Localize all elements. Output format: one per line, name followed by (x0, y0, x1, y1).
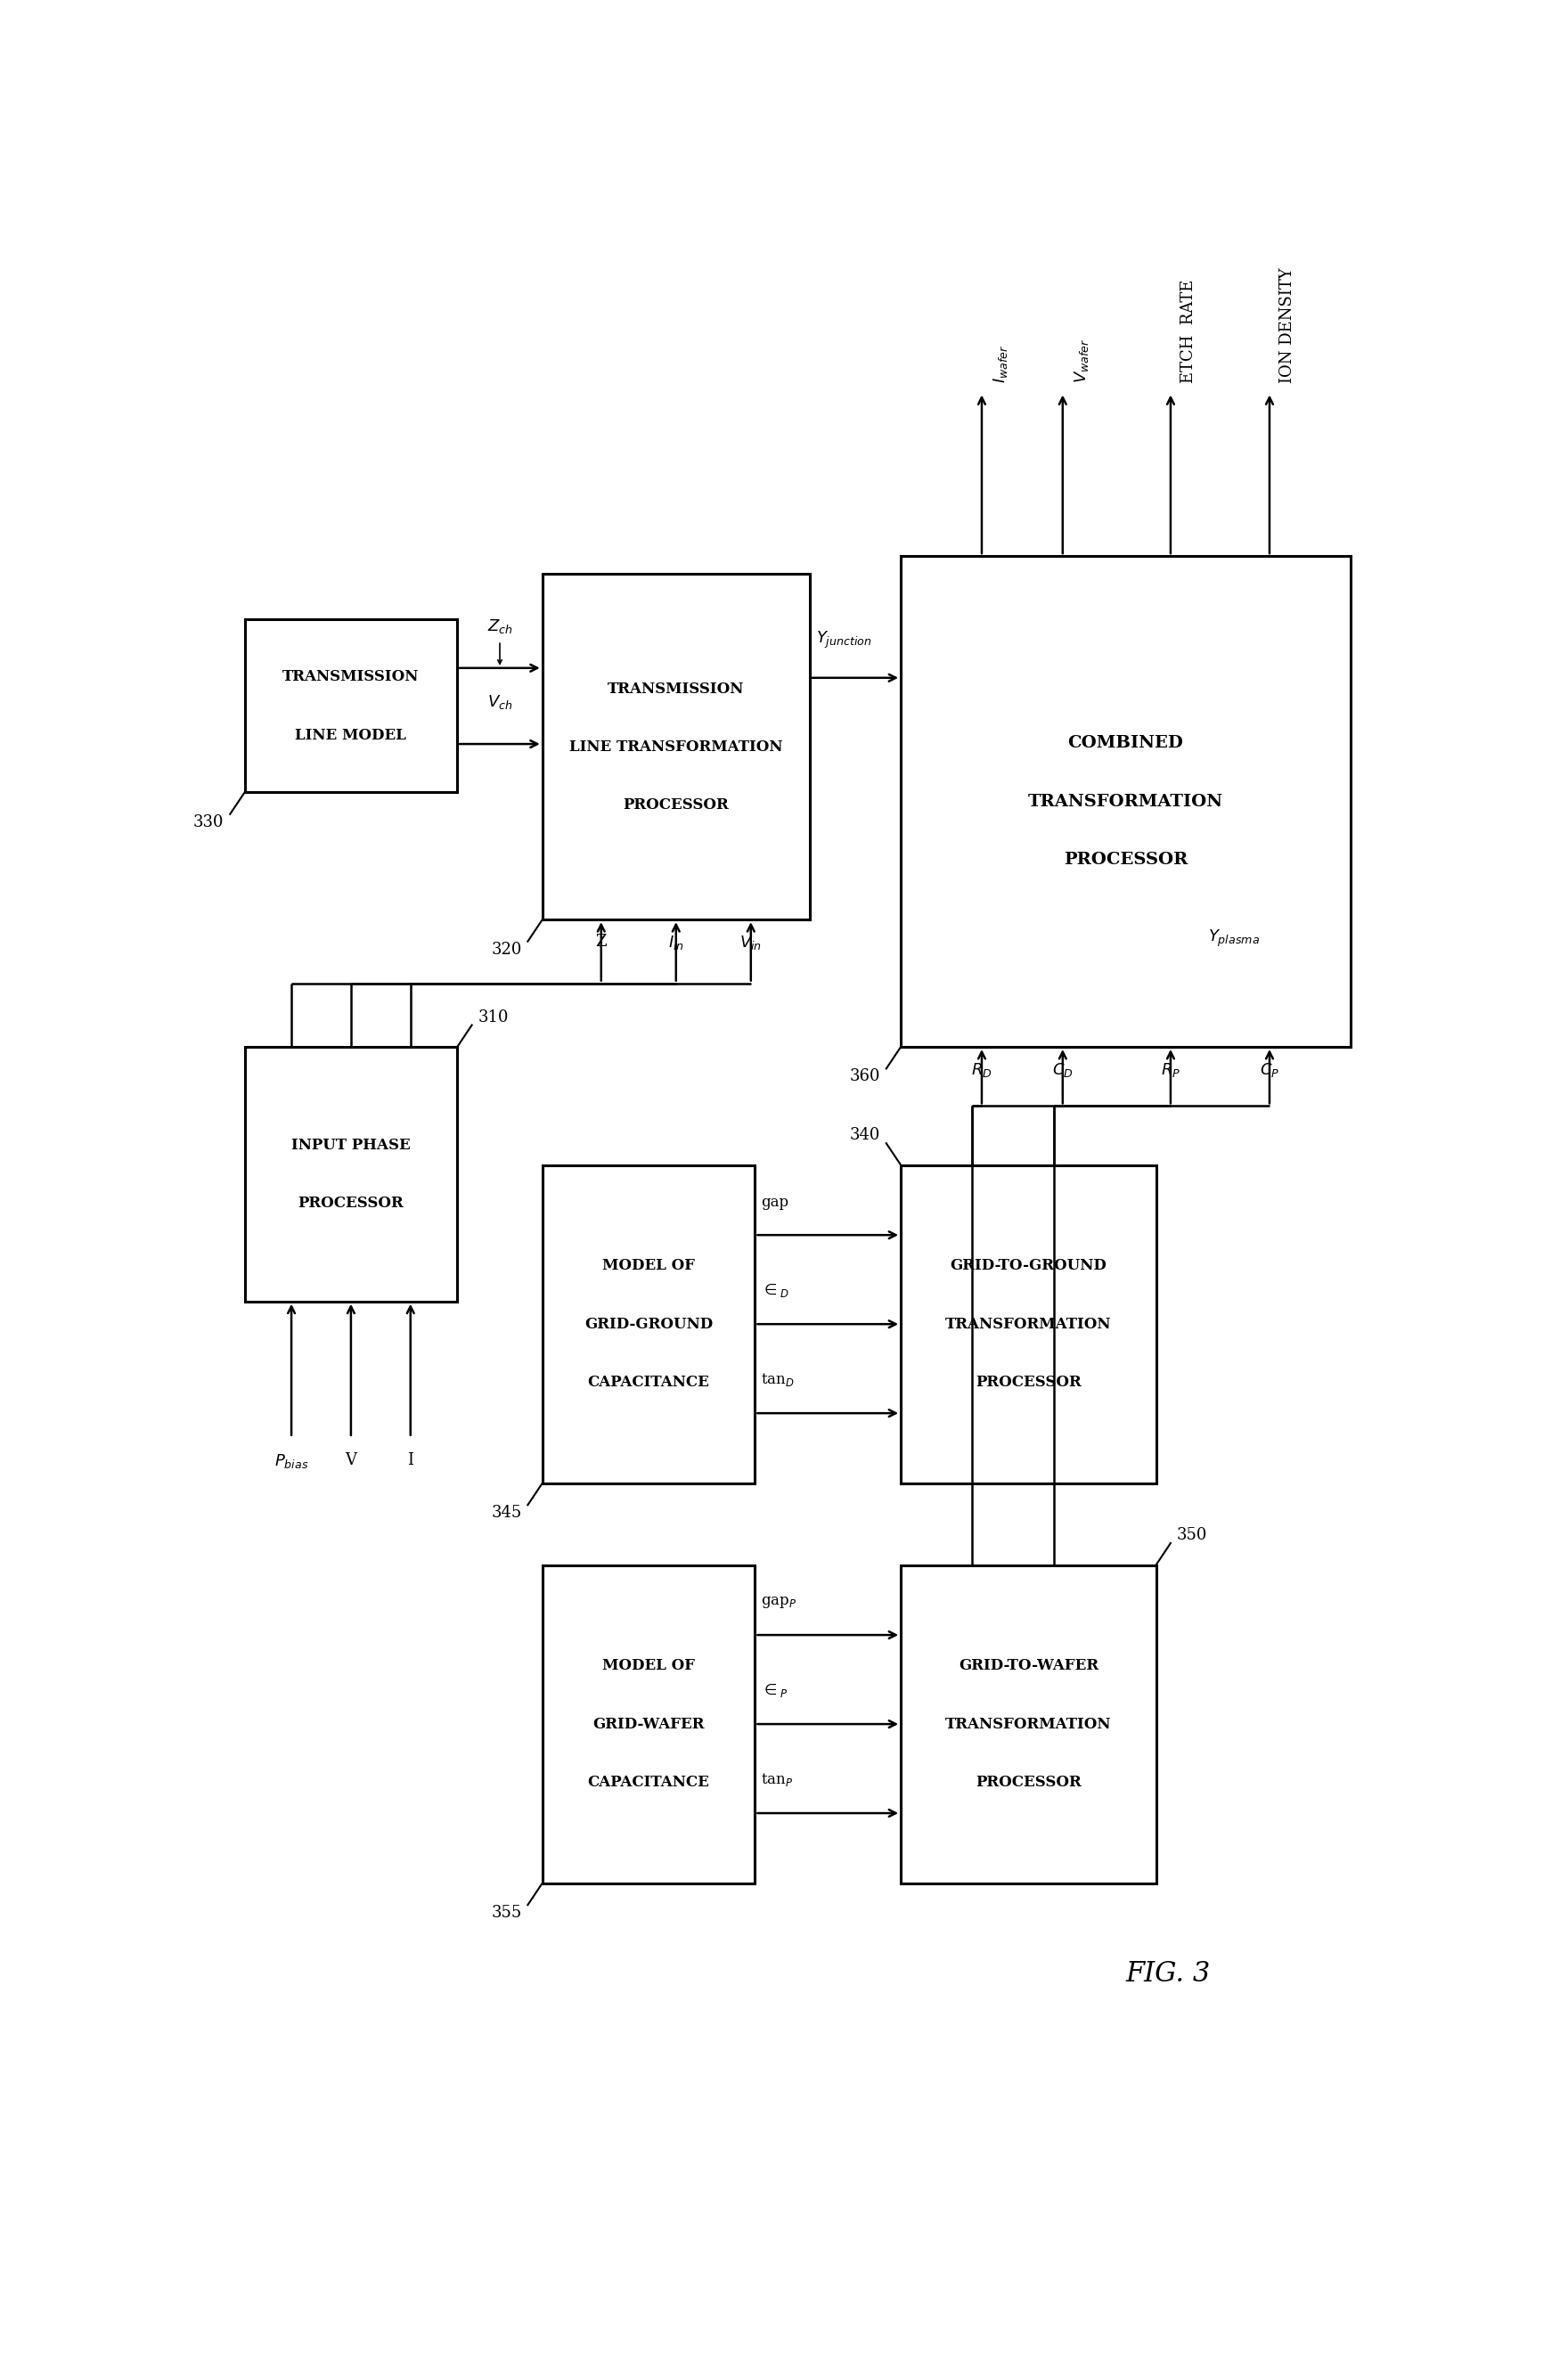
Text: CAPACITANCE: CAPACITANCE (588, 1374, 710, 1391)
Text: GRID-TO-WAFER: GRID-TO-WAFER (958, 1657, 1099, 1674)
Text: 355: 355 (491, 1905, 522, 1922)
Text: tan$_D$: tan$_D$ (760, 1372, 795, 1388)
Text: MODEL OF: MODEL OF (602, 1258, 695, 1273)
Text: TRANSFORMATION: TRANSFORMATION (1029, 793, 1223, 810)
Text: 320: 320 (491, 942, 522, 959)
Text: V: V (345, 1452, 358, 1469)
Text: $R_P$: $R_P$ (1160, 1062, 1181, 1079)
Text: $I_{wafer}$: $I_{wafer}$ (991, 345, 1010, 382)
Text: INPUT PHASE: INPUT PHASE (292, 1138, 411, 1152)
Bar (543, 1164, 756, 1483)
Text: PROCESSOR: PROCESSOR (975, 1775, 1082, 1790)
Text: $Y_{plasma}$: $Y_{plasma}$ (1207, 928, 1259, 949)
Text: $\in_P$: $\in_P$ (760, 1681, 787, 1698)
Text: 360: 360 (850, 1070, 880, 1084)
Text: $P_{bias}$: $P_{bias}$ (274, 1452, 309, 1471)
Bar (900, 555, 1350, 1046)
Text: MODEL OF: MODEL OF (602, 1657, 695, 1674)
Text: COMBINED: COMBINED (1068, 734, 1184, 751)
Text: PROCESSOR: PROCESSOR (298, 1195, 405, 1211)
Bar (900, 1565, 1156, 1884)
Text: TRANSFORMATION: TRANSFORMATION (946, 1317, 1112, 1332)
Text: LINE MODEL: LINE MODEL (295, 727, 406, 744)
Text: $V_{ch}$: $V_{ch}$ (488, 694, 513, 711)
Text: GRID-WAFER: GRID-WAFER (593, 1716, 704, 1731)
Text: I: I (408, 1452, 414, 1469)
Text: TRANSMISSION: TRANSMISSION (608, 682, 745, 696)
Text: ION DENSITY: ION DENSITY (1279, 267, 1295, 382)
Text: Z: Z (596, 935, 607, 949)
Text: $C_D$: $C_D$ (1052, 1062, 1073, 1079)
Text: PROCESSOR: PROCESSOR (622, 798, 729, 812)
Text: gap: gap (760, 1195, 789, 1209)
Text: PROCESSOR: PROCESSOR (1063, 852, 1187, 866)
Text: LINE TRANSFORMATION: LINE TRANSFORMATION (569, 739, 782, 756)
Text: TRANSMISSION: TRANSMISSION (282, 668, 419, 685)
Bar (543, 1565, 756, 1884)
Text: $Z_{ch}$: $Z_{ch}$ (488, 619, 513, 635)
Text: 310: 310 (478, 1008, 508, 1025)
Text: PROCESSOR: PROCESSOR (975, 1374, 1082, 1391)
Text: $V_{wafer}$: $V_{wafer}$ (1073, 338, 1090, 382)
Text: gap$_P$: gap$_P$ (760, 1594, 797, 1610)
Text: 345: 345 (491, 1504, 522, 1520)
Text: CAPACITANCE: CAPACITANCE (588, 1775, 710, 1790)
Text: $C_P$: $C_P$ (1259, 1062, 1279, 1079)
Bar (900, 1164, 1156, 1483)
Text: $I_{in}$: $I_{in}$ (668, 935, 684, 951)
Text: GRID-TO-GROUND: GRID-TO-GROUND (950, 1258, 1107, 1273)
Bar (245, 1046, 458, 1301)
Bar (543, 574, 809, 921)
Text: $Y_{junction}$: $Y_{junction}$ (815, 630, 872, 652)
Text: $R_D$: $R_D$ (971, 1062, 993, 1079)
Bar (245, 619, 458, 793)
Text: ETCH  RATE: ETCH RATE (1181, 279, 1196, 382)
Text: $V_{in}$: $V_{in}$ (740, 935, 762, 951)
Text: 350: 350 (1176, 1528, 1207, 1544)
Text: $\in_D$: $\in_D$ (760, 1282, 789, 1299)
Text: 340: 340 (850, 1126, 880, 1143)
Text: FIG. 3: FIG. 3 (1126, 1960, 1210, 1988)
Text: TRANSFORMATION: TRANSFORMATION (946, 1716, 1112, 1731)
Text: tan$_P$: tan$_P$ (760, 1771, 793, 1787)
Text: GRID-GROUND: GRID-GROUND (585, 1317, 713, 1332)
Text: 330: 330 (193, 815, 224, 831)
